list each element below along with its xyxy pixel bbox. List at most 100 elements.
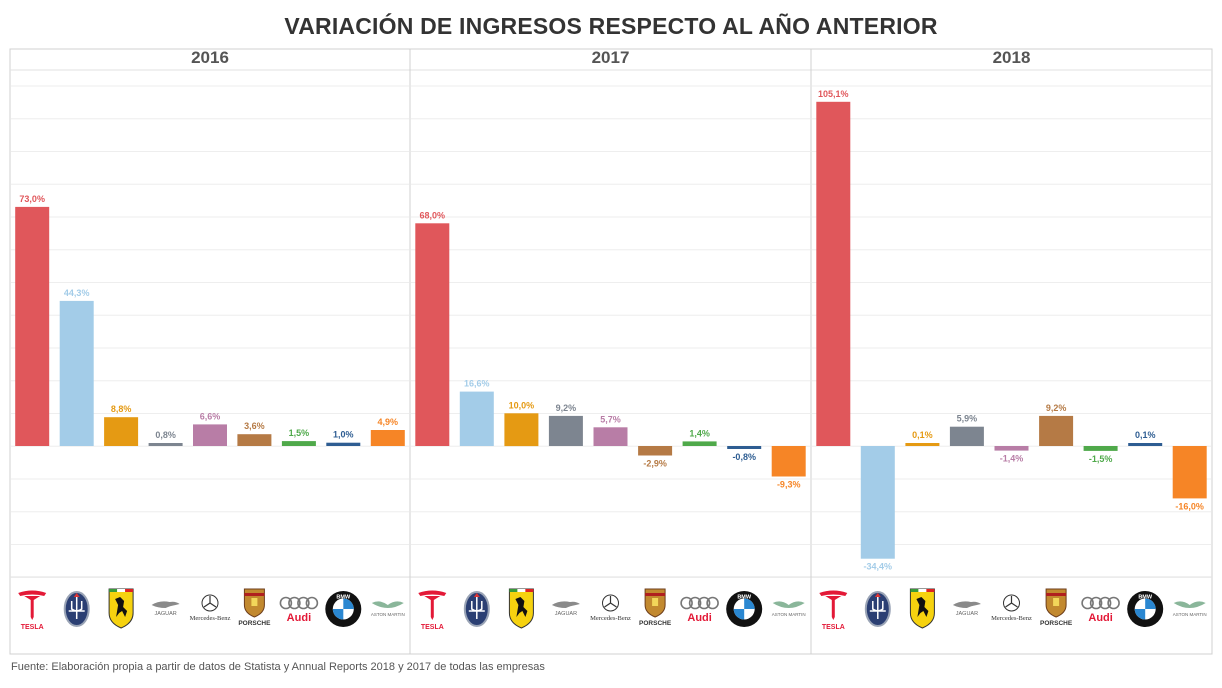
- jaguar-leaper-icon: JAGUAR: [151, 601, 180, 617]
- jaguar-leaper-icon: JAGUAR: [551, 601, 580, 617]
- bar-2018-audi: [1083, 446, 1118, 451]
- data-label: 6,6%: [200, 411, 221, 421]
- ferrari-prancing-horse-icon: [108, 588, 134, 629]
- bar-2018-tesla: [816, 101, 851, 447]
- bar-2017-ferrari: [504, 413, 539, 447]
- chart-frame: [9, 48, 1213, 655]
- panel-2016: 2016 73,0% 44,3% 8,8% 0,8% 6,6% 3,6% 1,5% 1,0% 4,…: [10, 48, 410, 631]
- tesla-logo-icon: TESLA: [819, 590, 848, 631]
- mercedes-star-icon: Mercedes-Benz: [190, 594, 231, 622]
- panel-year-label: 2016: [191, 48, 229, 67]
- logo-text: Mercedes-Benz: [190, 615, 231, 622]
- data-label: 0,1%: [1135, 430, 1156, 440]
- bar-2018-ferrari: [905, 443, 940, 446]
- logo-text: JAGUAR: [956, 611, 978, 617]
- logo-text: TESLA: [421, 624, 444, 631]
- data-label: -9,3%: [777, 480, 801, 490]
- data-label: 16,6%: [464, 379, 490, 389]
- porsche-crest-icon: PORSCHE: [238, 588, 271, 627]
- bar-2017-porsche: [638, 446, 673, 456]
- bar-2016-bmw: [326, 442, 361, 446]
- data-label: 8,8%: [111, 404, 132, 414]
- logo-text: Audi: [287, 612, 311, 624]
- audi-rings-icon: Audi: [279, 596, 319, 624]
- logo-text: TESLA: [822, 624, 845, 631]
- bar-2016-aston-martin: [370, 430, 405, 446]
- logo-text: Audi: [1088, 612, 1112, 624]
- logo-text: PORSCHE: [639, 620, 672, 627]
- panel-year-label: 2017: [592, 48, 630, 67]
- data-label: 1,5%: [289, 428, 310, 438]
- bar-2016-mercedes-benz: [193, 424, 227, 446]
- bar-2017-aston-martin: [771, 446, 806, 477]
- bar-2016-ferrari: [104, 417, 139, 446]
- tesla-logo-icon: TESLA: [18, 590, 47, 631]
- panel-2017: 2017 68,0% 16,6% 10,0% 9,2% 5,7% -2,9% 1,4% -0,8…: [409, 48, 811, 654]
- data-label: 10,0%: [509, 400, 535, 410]
- data-label: 44,3%: [64, 288, 90, 298]
- data-label: 4,9%: [378, 417, 399, 427]
- logo-text: BMW: [737, 595, 752, 601]
- logo-text: TESLA: [21, 624, 44, 631]
- data-label: 0,1%: [912, 430, 933, 440]
- bar-2017-maserati: [459, 391, 494, 446]
- mercedes-star-icon: Mercedes-Benz: [590, 594, 631, 622]
- aston-martin-wings-icon: ASTON MARTIN: [1173, 601, 1207, 617]
- data-label: 0,8%: [155, 430, 176, 440]
- source-note: Fuente: Elaboración propia a partir de d…: [11, 661, 545, 673]
- ferrari-prancing-horse-icon: [508, 588, 534, 629]
- logo-text: ASTON MARTIN: [772, 612, 806, 617]
- data-label: -1,4%: [1000, 454, 1024, 464]
- data-label: 5,9%: [957, 414, 978, 424]
- logo-text: ASTON MARTIN: [1173, 612, 1207, 617]
- data-label: 1,4%: [689, 428, 710, 438]
- data-label: -1,5%: [1089, 454, 1113, 464]
- bar-2016-tesla: [15, 206, 50, 446]
- maserati-trident-icon: [864, 591, 891, 627]
- panel-2018: 2018 105,1% -34,4% 0,1% 5,9% -1,4% 9,2% -1,5% 0,…: [810, 48, 1212, 654]
- bmw-roundel-icon: BMW: [1127, 591, 1164, 627]
- bar-2018-aston-martin: [1172, 446, 1207, 499]
- bar-2018-maserati: [860, 446, 895, 559]
- jaguar-leaper-icon: JAGUAR: [952, 601, 981, 617]
- logo-text: PORSCHE: [1040, 620, 1073, 627]
- maserati-trident-icon: [63, 591, 90, 627]
- chart-title: VARIACIÓN DE INGRESOS RESPECTO AL AÑO AN…: [284, 13, 938, 39]
- bar-2018-bmw: [1128, 443, 1163, 446]
- mercedes-star-icon: Mercedes-Benz: [991, 594, 1032, 622]
- porsche-crest-icon: PORSCHE: [639, 588, 672, 627]
- logo-text: JAGUAR: [154, 611, 176, 617]
- logo-text: BMW: [1138, 595, 1153, 601]
- bar-2016-maserati: [59, 300, 94, 446]
- data-label: 1,0%: [333, 430, 354, 440]
- ferrari-prancing-horse-icon: [909, 588, 935, 629]
- aston-martin-wings-icon: ASTON MARTIN: [772, 601, 806, 617]
- panel-year-label: 2018: [993, 48, 1031, 67]
- data-label: 3,6%: [244, 421, 265, 431]
- bar-2017-jaguar: [548, 415, 583, 446]
- bmw-roundel-icon: BMW: [726, 591, 763, 627]
- data-label: 105,1%: [818, 89, 849, 99]
- bar-2016-porsche: [237, 434, 272, 446]
- data-label: 68,0%: [420, 210, 446, 220]
- data-label: 9,2%: [556, 403, 577, 413]
- logo-text: BMW: [336, 595, 351, 601]
- bar-2016-jaguar: [148, 443, 183, 446]
- logo-text: PORSCHE: [238, 620, 271, 627]
- bmw-roundel-icon: BMW: [325, 591, 362, 627]
- bar-2018-jaguar: [949, 426, 984, 446]
- bar-2018-mercedes-benz: [994, 446, 1029, 451]
- aston-martin-wings-icon: ASTON MARTIN: [371, 601, 405, 617]
- maserati-trident-icon: [463, 591, 490, 627]
- data-label: -0,8%: [732, 452, 756, 462]
- bar-2017-audi: [682, 441, 717, 446]
- logo-text: JAGUAR: [555, 611, 577, 617]
- data-label: 5,7%: [600, 414, 621, 424]
- data-label: 9,2%: [1046, 403, 1067, 413]
- bar-2017-tesla: [415, 223, 450, 446]
- bar-2017-mercedes-benz: [593, 427, 628, 446]
- audi-rings-icon: Audi: [1081, 596, 1120, 624]
- data-label: 73,0%: [19, 194, 45, 204]
- logo-text: ASTON MARTIN: [371, 612, 405, 617]
